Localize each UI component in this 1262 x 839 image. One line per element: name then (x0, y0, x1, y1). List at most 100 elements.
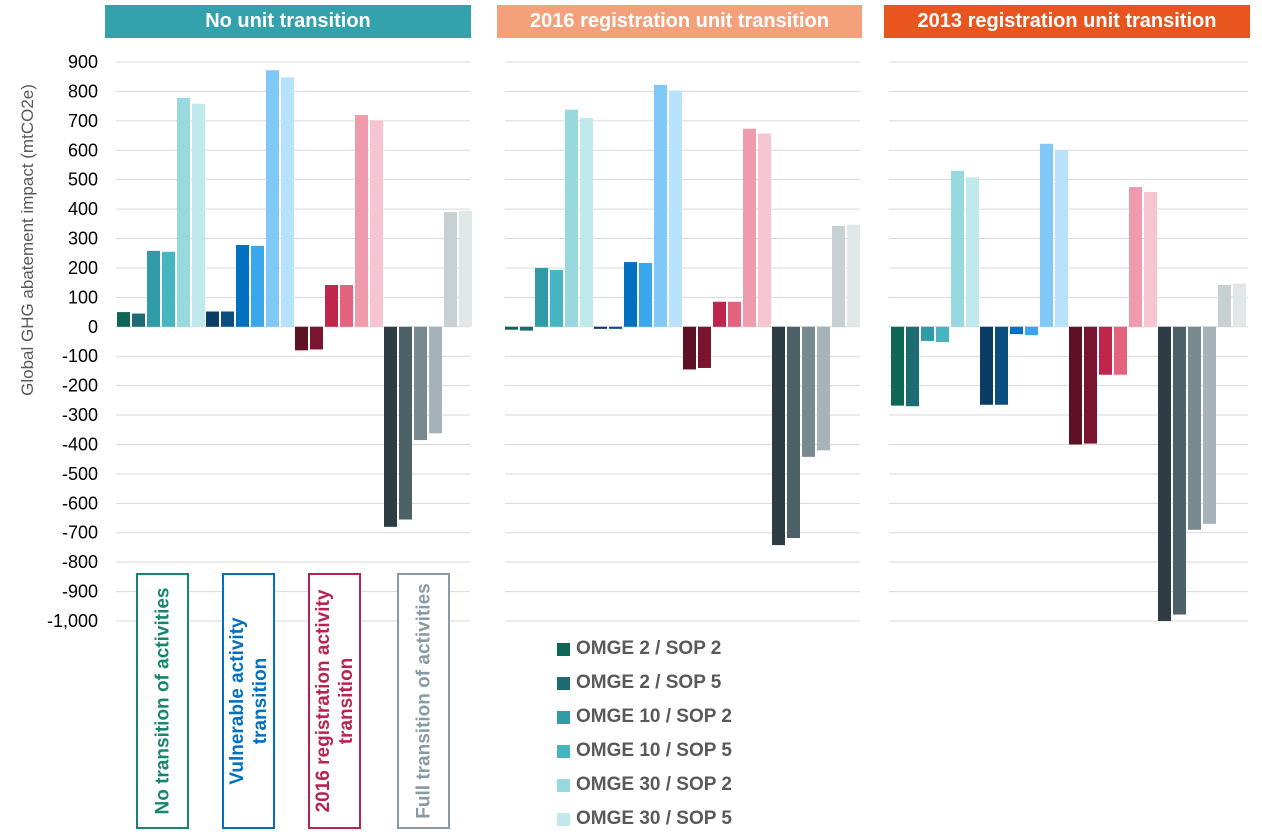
bar (1129, 187, 1142, 327)
bar (639, 262, 652, 327)
y-tick-label: 800 (68, 81, 98, 101)
bar (995, 326, 1008, 405)
bar (683, 326, 696, 370)
bar (743, 128, 756, 327)
bar (251, 245, 264, 327)
y-tick-label: 500 (68, 170, 98, 190)
y-tick-label: 0 (88, 317, 98, 337)
bar (384, 326, 397, 527)
legend-swatch (557, 778, 570, 792)
bar (162, 251, 175, 327)
bar (340, 285, 353, 327)
bar (1084, 326, 1097, 444)
bar (147, 250, 160, 327)
group-label-no-transition: No transition of activities (152, 587, 173, 815)
panel-title-2013-unit-transition: 2013 registration unit transition (884, 5, 1250, 38)
bar (325, 285, 338, 327)
bar (520, 326, 533, 331)
bar (1203, 326, 1216, 524)
bar (414, 326, 427, 441)
y-tick-label: -300 (62, 405, 98, 425)
bar (1158, 326, 1171, 621)
bar (117, 312, 130, 327)
group-label-2016-registration: 2016 registration activity transition (312, 589, 357, 813)
y-tick-label: 300 (68, 229, 98, 249)
bar (565, 109, 578, 327)
legend-swatch (557, 812, 570, 826)
legend-swatch (557, 710, 570, 724)
y-tick-label: -1,000 (47, 611, 98, 631)
bar (444, 212, 457, 327)
bar (951, 170, 964, 327)
legend-label: OMGE 10 / SOP 2 (576, 706, 732, 727)
y-tick-label: 200 (68, 258, 98, 278)
bar (802, 326, 815, 457)
panel-title-no-unit-transition: No unit transition (105, 5, 471, 38)
legend-item: OMGE 2 / SOP 2 (557, 632, 732, 666)
y-tick-label: -900 (62, 582, 98, 602)
bar (758, 133, 771, 327)
legend-item: OMGE 2 / SOP 5 (557, 666, 732, 700)
bar (891, 326, 904, 406)
bar (624, 262, 637, 327)
bar (1010, 326, 1023, 335)
bar (609, 326, 622, 329)
bar (1055, 150, 1068, 327)
y-tick-label: 700 (68, 111, 98, 131)
bar (132, 313, 145, 327)
group-label-box-full-transition: Full transition of activities (397, 573, 450, 829)
y-tick-label: 100 (68, 287, 98, 307)
legend: OMGE 2 / SOP 2 OMGE 2 / SOP 5 OMGE 10 / … (557, 632, 732, 836)
bar (594, 326, 607, 329)
bar (399, 326, 412, 520)
y-tick-label: -700 (62, 523, 98, 543)
bar (177, 97, 190, 327)
bar (772, 326, 785, 546)
bar (310, 326, 323, 350)
bar (550, 270, 563, 327)
bar (355, 114, 368, 327)
bar (266, 70, 279, 327)
bar (1069, 326, 1082, 445)
bar (1144, 192, 1157, 327)
bar (1233, 283, 1246, 327)
bar (832, 225, 845, 327)
bar (192, 103, 205, 327)
bar (1218, 285, 1231, 327)
bar (906, 326, 919, 407)
bar (713, 301, 726, 327)
legend-label: OMGE 2 / SOP 2 (576, 638, 722, 659)
legend-item: OMGE 30 / SOP 5 (557, 802, 732, 836)
bar (654, 84, 667, 327)
panel-title-2016-unit-transition: 2016 registration unit transition (497, 5, 862, 38)
legend-label: OMGE 30 / SOP 2 (576, 774, 732, 795)
group-label-box-2016-registration: 2016 registration activity transition (308, 573, 361, 829)
y-tick-label: 400 (68, 199, 98, 219)
y-tick-label: -500 (62, 464, 98, 484)
legend-swatch (557, 642, 570, 656)
legend-label: OMGE 2 / SOP 5 (576, 672, 722, 693)
y-tick-label: -200 (62, 376, 98, 396)
y-tick-label: -100 (62, 346, 98, 366)
y-tick-label: -800 (62, 552, 98, 572)
bar (787, 326, 800, 539)
bar (206, 311, 219, 327)
legend-item: OMGE 10 / SOP 5 (557, 734, 732, 768)
group-label-box-vulnerable: Vulnerable activity transition (222, 573, 275, 829)
group-label-vulnerable: Vulnerable activity transition (226, 617, 271, 785)
legend-item: OMGE 30 / SOP 2 (557, 768, 732, 802)
bar (966, 177, 979, 327)
y-tick-label: -400 (62, 434, 98, 454)
bar (817, 326, 830, 451)
bar (459, 210, 472, 327)
group-label-box-no-transition: No transition of activities (136, 573, 189, 829)
legend-swatch (557, 676, 570, 690)
group-label-full-transition: Full transition of activities (413, 583, 434, 819)
y-axis-title: Global GHG abatement impact (mtCO2e) (18, 84, 37, 396)
legend-label: OMGE 30 / SOP 5 (576, 808, 732, 829)
bar (281, 77, 294, 327)
y-tick-label: 600 (68, 140, 98, 160)
bar (728, 301, 741, 327)
bar (1040, 143, 1053, 327)
